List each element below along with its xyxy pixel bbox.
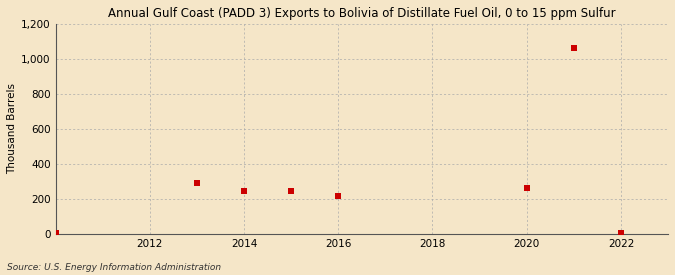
Point	[192, 181, 202, 185]
Text: Source: U.S. Energy Information Administration: Source: U.S. Energy Information Administ…	[7, 263, 221, 272]
Point	[568, 45, 579, 50]
Y-axis label: Thousand Barrels: Thousand Barrels	[7, 83, 17, 174]
Title: Annual Gulf Coast (PADD 3) Exports to Bolivia of Distillate Fuel Oil, 0 to 15 pp: Annual Gulf Coast (PADD 3) Exports to Bo…	[108, 7, 616, 20]
Point	[50, 231, 61, 236]
Point	[286, 188, 296, 193]
Point	[616, 231, 626, 236]
Point	[333, 194, 344, 198]
Point	[521, 186, 532, 190]
Point	[239, 189, 250, 193]
